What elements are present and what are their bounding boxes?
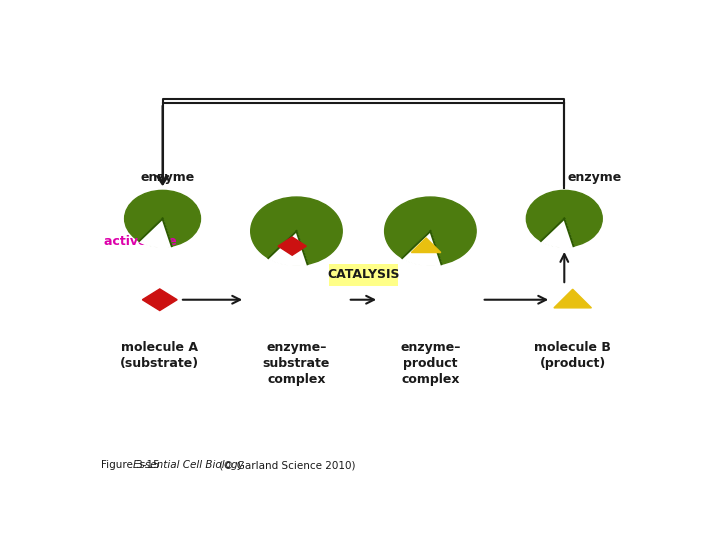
Wedge shape [541, 219, 574, 247]
Polygon shape [278, 237, 306, 255]
Wedge shape [268, 231, 307, 266]
Circle shape [251, 197, 342, 265]
Text: (© Garland Science 2010): (© Garland Science 2010) [215, 460, 355, 470]
Wedge shape [402, 231, 441, 266]
FancyBboxPatch shape [329, 264, 398, 286]
Text: molecule B
(product): molecule B (product) [534, 341, 611, 370]
Text: enzyme–
substrate
complex: enzyme– substrate complex [263, 341, 330, 386]
Wedge shape [139, 219, 172, 247]
Text: active site: active site [104, 235, 176, 248]
Text: enzyme: enzyme [140, 171, 194, 184]
Polygon shape [411, 238, 441, 253]
FancyArrowPatch shape [157, 99, 564, 186]
Text: enzyme–
product
complex: enzyme– product complex [400, 341, 461, 386]
Circle shape [384, 197, 476, 265]
Text: Essential Cell Biology: Essential Cell Biology [133, 460, 243, 470]
Polygon shape [143, 289, 177, 310]
Text: molecule A
(substrate): molecule A (substrate) [120, 341, 199, 370]
Text: enzyme: enzyme [567, 171, 621, 184]
Circle shape [526, 191, 602, 247]
Polygon shape [554, 289, 591, 308]
Circle shape [125, 191, 200, 247]
Text: CATALYSIS: CATALYSIS [327, 268, 400, 281]
Text: Figure 3-15: Figure 3-15 [101, 460, 166, 470]
